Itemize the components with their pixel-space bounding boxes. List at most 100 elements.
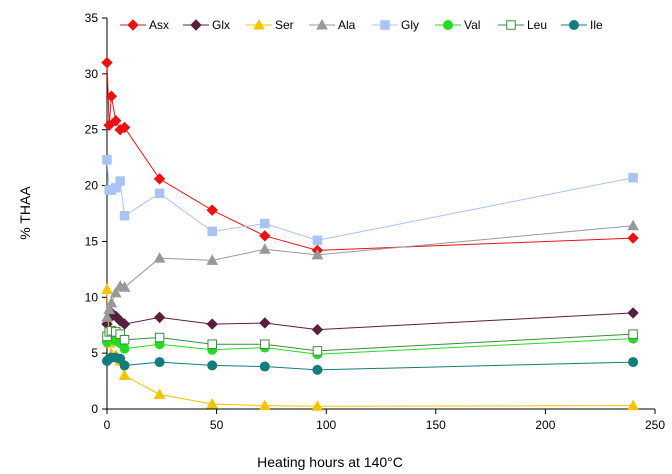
- data-point-leu: [312, 346, 323, 356]
- data-point-ala: [109, 286, 122, 298]
- legend-marker: [506, 20, 516, 30]
- data-point-ile: [259, 361, 270, 372]
- data-point-leu: [628, 329, 638, 339]
- data-point-gly: [260, 218, 270, 229]
- data-point-ser: [258, 399, 271, 411]
- data-point-asx: [103, 119, 115, 131]
- data-point-ala: [258, 243, 271, 254]
- x-tick-label: 150: [426, 418, 446, 432]
- y-tick-label: 25: [85, 123, 99, 137]
- legend-item-gly: Gly: [372, 18, 419, 32]
- y-tick-label: 30: [85, 67, 99, 81]
- data-point-gly: [119, 210, 130, 221]
- x-tick-label: 100: [316, 418, 336, 432]
- data-point-ala: [627, 219, 639, 231]
- legend: Asx Glx Ser Ala Gly Val Leu Ile: [120, 18, 603, 32]
- data-point-ala: [118, 281, 131, 292]
- series-leu: [102, 326, 638, 356]
- series-line-asx: [106, 62, 634, 251]
- series-ile: [102, 352, 639, 375]
- legend-marker: [190, 19, 202, 31]
- data-point-ala: [105, 296, 118, 308]
- data-point-ser: [101, 283, 113, 294]
- data-point-asx: [627, 232, 639, 244]
- data-point-glx: [206, 318, 218, 330]
- data-point-gly: [154, 188, 165, 199]
- x-tick-label: 200: [535, 418, 555, 432]
- data-point-ser: [206, 397, 219, 409]
- data-point-ala: [153, 252, 166, 263]
- legend-item-glx: Glx: [183, 18, 230, 32]
- legend-marker: [443, 20, 453, 30]
- legend-item-ile: Ile: [561, 18, 603, 32]
- y-tick-label: 15: [85, 234, 99, 248]
- data-point-ile: [312, 364, 323, 375]
- data-point-asx: [153, 173, 166, 185]
- series-gly: [102, 155, 638, 246]
- legend-marker: [253, 18, 265, 30]
- y-tick-label: 0: [91, 402, 98, 416]
- data-point-gly: [312, 235, 323, 246]
- legend-item-leu: Leu: [498, 18, 547, 32]
- data-point-val: [119, 343, 130, 354]
- x-tick-label: 250: [645, 418, 665, 432]
- data-point-ser: [311, 400, 324, 411]
- data-point-asx: [105, 90, 118, 102]
- data-point-leu: [207, 339, 217, 349]
- data-point-gly: [115, 176, 125, 186]
- series-line-gly: [106, 159, 634, 241]
- data-point-ser: [153, 388, 166, 399]
- series-line-ala: [106, 225, 634, 318]
- legend-label: Asx: [149, 18, 169, 32]
- legend-label: Glx: [212, 18, 230, 32]
- data-point-ser: [627, 399, 639, 411]
- data-point-asx: [101, 56, 113, 69]
- data-point-glx: [311, 323, 324, 336]
- legend-marker: [316, 18, 328, 30]
- series-line-leu: [106, 330, 634, 352]
- series-line-val: [106, 336, 634, 355]
- data-point-ile: [154, 357, 165, 368]
- data-point-ala: [101, 311, 113, 322]
- legend-label: Val: [464, 18, 480, 32]
- data-point-leu: [119, 334, 130, 345]
- series-line-ile: [106, 357, 634, 371]
- x-tick-label: 0: [104, 418, 111, 432]
- legend-label: Ile: [590, 18, 603, 32]
- y-tick-label: 20: [85, 179, 99, 193]
- data-point-gly: [102, 155, 112, 165]
- data-point-leu: [260, 339, 270, 349]
- data-point-glx: [259, 317, 271, 329]
- data-point-glx: [627, 307, 639, 319]
- x-tick-label: 50: [210, 418, 224, 432]
- legend-item-ser: Ser: [246, 18, 294, 32]
- series-ser: [101, 283, 639, 411]
- legend-marker: [127, 19, 139, 31]
- series-glx: [101, 307, 639, 336]
- x-axis-title: Heating hours at 140°C: [257, 454, 403, 470]
- data-point-gly: [628, 173, 638, 183]
- legend-marker: [380, 20, 390, 30]
- legend-label: Ala: [338, 18, 356, 32]
- legend-item-asx: Asx: [120, 18, 169, 32]
- legend-label: Gly: [401, 18, 419, 32]
- y-tick-label: 35: [85, 11, 99, 25]
- y-tick-label: 10: [85, 290, 99, 304]
- series-ala: [101, 219, 639, 322]
- data-point-ile: [207, 360, 218, 371]
- data-point-asx: [259, 230, 271, 242]
- data-point-asx: [118, 121, 131, 134]
- data-point-asx: [110, 115, 122, 127]
- data-point-leu: [154, 332, 165, 343]
- series-val: [102, 332, 639, 360]
- series-layer: [101, 56, 639, 411]
- data-point-glx: [153, 311, 166, 324]
- data-point-asx: [206, 204, 218, 216]
- legend-item-val: Val: [435, 18, 480, 32]
- data-point-ile: [119, 360, 130, 371]
- series-asx: [101, 56, 639, 257]
- y-axis-title: % THAA: [17, 186, 33, 240]
- legend-marker: [569, 20, 579, 30]
- series-line-glx: [106, 312, 634, 331]
